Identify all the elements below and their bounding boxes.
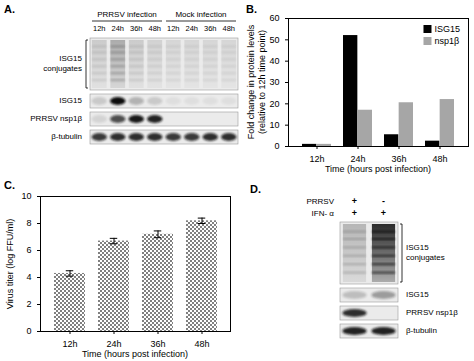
svg-text:D.: D.: [250, 183, 261, 195]
svg-text:24h: 24h: [111, 24, 124, 33]
html-text:ISG15: ISG15: [434, 24, 460, 34]
svg-text:A.: A.: [4, 3, 15, 15]
svg-text:4: 4: [26, 272, 31, 282]
svg-text:-: -: [382, 196, 385, 206]
svg-text:2: 2: [26, 299, 31, 309]
svg-text:0: 0: [26, 326, 31, 336]
html-text:Fold change in protein levels: Fold change in protein levels: [246, 24, 256, 140]
svg-text:PRRSV nsp1β: PRRSV nsp1β: [30, 114, 82, 123]
html-text:C.: C.: [4, 179, 15, 191]
svg-text:conjugates: conjugates: [406, 253, 445, 262]
svg-text:40: 40: [269, 56, 279, 66]
svg-text:24h: 24h: [106, 339, 121, 349]
svg-text:48h: 48h: [222, 24, 235, 33]
html-text:Time (hours post infection): Time (hours post infection): [81, 349, 189, 359]
svg-text:12h: 12h: [167, 24, 180, 33]
svg-text:+: +: [352, 196, 357, 206]
svg-text:24h: 24h: [185, 24, 198, 33]
html-text:B.: B.: [246, 3, 257, 15]
html-text:Time (hours post infection): Time (hours post infection): [324, 164, 432, 174]
svg-text:36h: 36h: [150, 339, 165, 349]
svg-text:ISG15: ISG15: [59, 54, 82, 63]
svg-text:0: 0: [274, 141, 279, 151]
svg-text:20: 20: [269, 99, 279, 109]
svg-text:36h: 36h: [204, 24, 217, 33]
svg-text:Mock infection: Mock infection: [175, 10, 226, 19]
svg-text:β-tubulin: β-tubulin: [51, 132, 82, 141]
svg-text:PRRSV nsp1β: PRRSV nsp1β: [406, 308, 458, 317]
svg-text:36h: 36h: [391, 154, 406, 164]
svg-text:IFN- α: IFN- α: [312, 209, 335, 218]
svg-text:ISG15: ISG15: [59, 96, 82, 105]
svg-text:conjugates: conjugates: [43, 64, 82, 73]
svg-text:30: 30: [269, 77, 279, 87]
html-text:nsp1β: nsp1β: [434, 36, 460, 46]
svg-text:24h: 24h: [350, 154, 365, 164]
svg-text:6: 6: [26, 245, 31, 255]
svg-text:50: 50: [269, 35, 279, 45]
svg-text:10: 10: [21, 191, 31, 201]
svg-text:8: 8: [26, 218, 31, 228]
svg-text:+: +: [352, 208, 357, 218]
html-text:(relative to 12h time point): (relative to 12h time point): [257, 30, 267, 134]
svg-text:PRRSV: PRRSV: [306, 197, 334, 206]
svg-text:10: 10: [269, 120, 279, 130]
svg-text:ISG15: ISG15: [406, 290, 429, 299]
svg-text:48h: 48h: [148, 24, 161, 33]
html-text:Virus titer (log FFU/ml): Virus titer (log FFU/ml): [4, 218, 14, 309]
svg-text:60: 60: [269, 13, 279, 23]
svg-text:ISG15: ISG15: [406, 243, 429, 252]
svg-text:36h: 36h: [130, 24, 143, 33]
svg-text:12h: 12h: [62, 339, 77, 349]
svg-text:β-tubulin: β-tubulin: [406, 326, 437, 335]
svg-text:48h: 48h: [432, 154, 447, 164]
svg-text:+: +: [381, 208, 386, 218]
svg-text:12h: 12h: [93, 24, 106, 33]
svg-text:PRRSV infection: PRRSV infection: [97, 10, 157, 19]
svg-text:12h: 12h: [309, 154, 324, 164]
svg-text:48h: 48h: [194, 339, 209, 349]
